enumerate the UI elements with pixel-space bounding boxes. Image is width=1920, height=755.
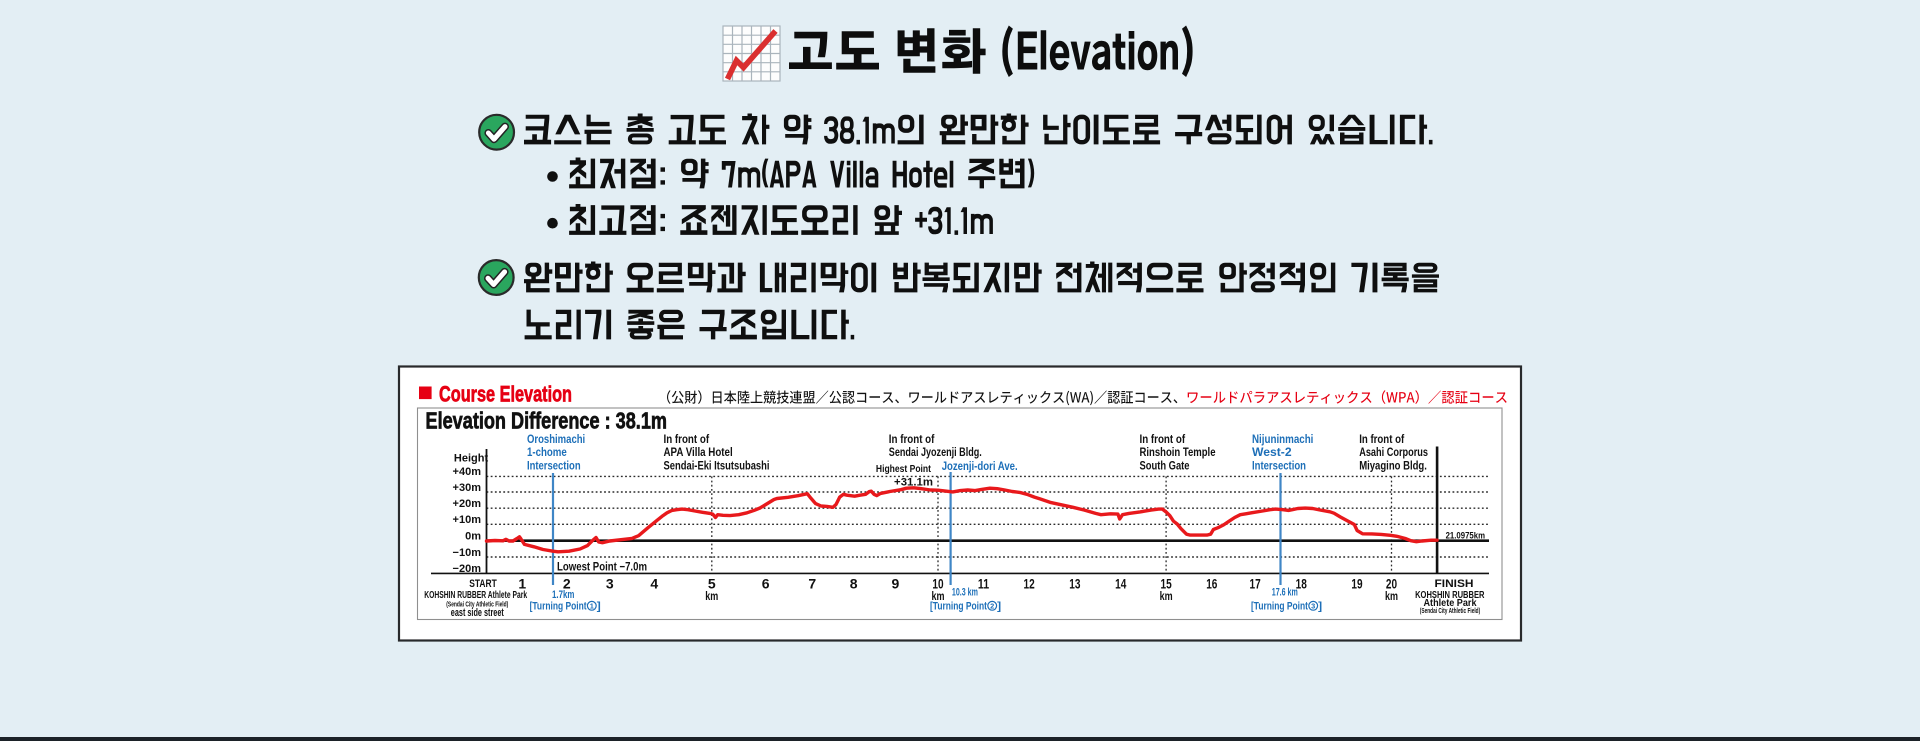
svg-text:2: 2 xyxy=(563,576,571,592)
svg-text:Lowest Point −7.0m: Lowest Point −7.0m xyxy=(557,560,647,574)
svg-text:1-chome: 1-chome xyxy=(527,445,567,459)
svg-text:Sendai Jyozenji Bldg.: Sendai Jyozenji Bldg. xyxy=(889,445,982,459)
svg-text:Intersection: Intersection xyxy=(527,458,581,472)
svg-text:12: 12 xyxy=(1024,576,1035,592)
svg-text:(Sendai City Athletic Field): (Sendai City Athletic Field) xyxy=(446,600,508,609)
svg-text:+10m: +10m xyxy=(453,514,482,526)
svg-text:1.7km: 1.7km xyxy=(552,589,575,601)
svg-text:FINISH: FINISH xyxy=(1435,578,1474,590)
svg-text:+20m: +20m xyxy=(453,498,482,510)
svg-text:13: 13 xyxy=(1069,576,1080,592)
svg-text:6: 6 xyxy=(762,576,770,592)
svg-text:In front of: In front of xyxy=(664,432,710,446)
svg-text:1: 1 xyxy=(590,602,594,611)
svg-text:18: 18 xyxy=(1296,576,1307,592)
svg-text:+40m: +40m xyxy=(453,466,482,478)
svg-text:Oroshimachi: Oroshimachi xyxy=(527,432,585,446)
svg-text:10.3 km: 10.3 km xyxy=(952,587,978,599)
svg-text:0m: 0m xyxy=(465,531,481,543)
svg-text:7: 7 xyxy=(808,576,816,592)
svg-text:21.0975km: 21.0975km xyxy=(1446,530,1485,541)
svg-text:km: km xyxy=(1160,589,1173,603)
svg-text:[Turning Point: [Turning Point xyxy=(530,600,587,612)
svg-text:11: 11 xyxy=(978,576,989,592)
svg-text:+31.1m: +31.1m xyxy=(894,477,933,489)
svg-text:19: 19 xyxy=(1351,576,1362,592)
svg-text:[Turning Point: [Turning Point xyxy=(930,600,987,612)
svg-text:1: 1 xyxy=(518,576,526,592)
svg-text:Sendai-Eki Itsutsubashi: Sendai-Eki Itsutsubashi xyxy=(664,458,770,472)
svg-text:14: 14 xyxy=(1115,576,1126,592)
svg-text:APA Villa Hotel: APA Villa Hotel xyxy=(664,445,733,459)
svg-text:10: 10 xyxy=(932,576,943,592)
svg-text:South Gate: South Gate xyxy=(1140,458,1190,472)
svg-text:KOHSHIN RUBBER Athlete Park: KOHSHIN RUBBER Athlete Park xyxy=(424,590,527,601)
svg-text:[Turning Point: [Turning Point xyxy=(1251,600,1308,612)
svg-text:20: 20 xyxy=(1386,576,1397,592)
svg-text:5: 5 xyxy=(708,576,716,592)
svg-text:Elevation Difference : 38.1m: Elevation Difference : 38.1m xyxy=(426,408,668,434)
svg-text:In front of: In front of xyxy=(889,432,935,446)
svg-text:]: ] xyxy=(597,600,601,612)
svg-text:3: 3 xyxy=(1311,602,1315,611)
svg-text:In front of: In front of xyxy=(1140,432,1186,446)
svg-text:9: 9 xyxy=(892,576,900,592)
svg-text:Asahi Corporus: Asahi Corporus xyxy=(1359,445,1428,459)
svg-text:KOHSHIN RUBBER: KOHSHIN RUBBER xyxy=(1415,590,1485,601)
svg-text:Jozenji-dori Ave.: Jozenji-dori Ave. xyxy=(942,459,1018,473)
svg-text:−10m: −10m xyxy=(453,547,482,559)
svg-text:3: 3 xyxy=(606,576,614,592)
svg-text:Height: Height xyxy=(454,453,489,465)
svg-text:]: ] xyxy=(997,600,1001,612)
svg-text:17.6 km: 17.6 km xyxy=(1272,587,1298,599)
svg-text:Intersection: Intersection xyxy=(1252,458,1306,472)
svg-text:START: START xyxy=(469,578,497,590)
svg-text:]: ] xyxy=(1318,600,1322,612)
svg-text:Highest Point: Highest Point xyxy=(876,463,932,475)
svg-text:(Sendai City Athletic Field): (Sendai City Athletic Field) xyxy=(1420,606,1481,615)
svg-text:Nijuninmachi: Nijuninmachi xyxy=(1252,432,1313,446)
svg-text:+30m: +30m xyxy=(453,482,482,494)
svg-text:km: km xyxy=(705,589,718,603)
svg-text:−20m: −20m xyxy=(453,563,482,575)
svg-text:17: 17 xyxy=(1250,576,1261,592)
svg-text:West-2: West-2 xyxy=(1252,445,1292,459)
svg-text:In front of: In front of xyxy=(1359,432,1405,446)
svg-text:15: 15 xyxy=(1161,576,1172,592)
svg-text:km: km xyxy=(932,589,945,603)
svg-text:Course Elevation: Course Elevation xyxy=(439,382,572,407)
svg-text:Athlete Park: Athlete Park xyxy=(1424,598,1477,609)
svg-text:east side street: east side street xyxy=(451,607,504,619)
svg-text:km: km xyxy=(1385,589,1398,603)
svg-text:Rinshoin Temple: Rinshoin Temple xyxy=(1140,445,1216,459)
svg-text:Miyagino Bldg.: Miyagino Bldg. xyxy=(1359,458,1427,472)
svg-text:4: 4 xyxy=(650,576,658,592)
svg-text:2: 2 xyxy=(990,602,994,611)
svg-text:16: 16 xyxy=(1206,576,1217,592)
svg-text:8: 8 xyxy=(850,576,858,592)
